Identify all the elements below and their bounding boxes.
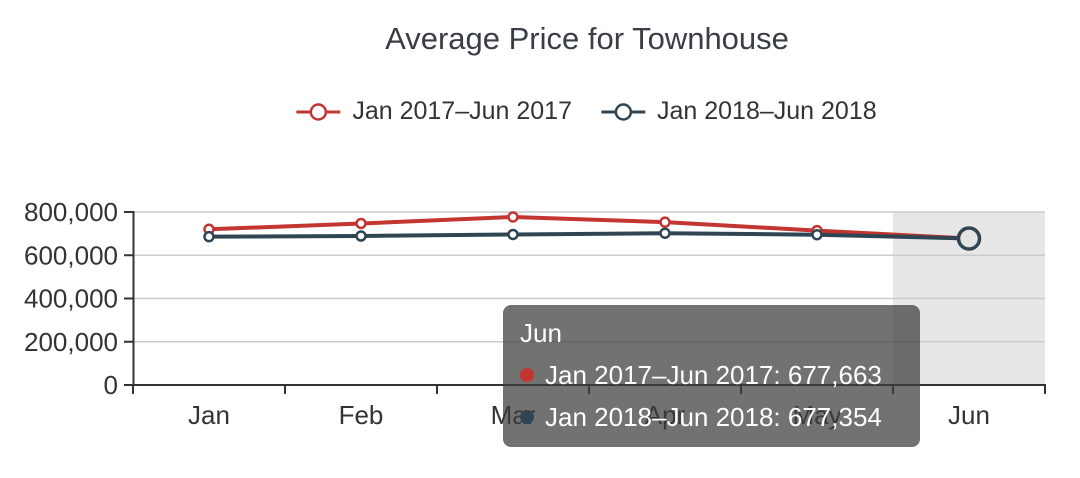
x-axis-label: Apr (645, 400, 686, 430)
y-axis-label: 800,000 (24, 197, 118, 227)
x-axis-label: Mar (491, 400, 536, 430)
legend-label-2017: Jan 2017–Jun 2017 (352, 97, 572, 125)
data-point[interactable] (355, 230, 367, 242)
x-axis-label: Feb (339, 400, 384, 430)
legend-item-2017[interactable]: Jan 2017–Jun 2017 (295, 97, 572, 126)
data-point[interactable] (203, 230, 215, 243)
legend-line-marker-icon (296, 102, 341, 121)
y-axis-label: 200,000 (24, 327, 118, 357)
data-point[interactable] (811, 228, 823, 241)
x-axis-label: Jan (188, 400, 230, 430)
hovered-data-point[interactable] (956, 226, 982, 251)
legend-line-marker-icon (601, 102, 645, 121)
data-point[interactable] (507, 211, 519, 223)
x-axis-label: Jun (948, 400, 990, 430)
x-axis-label: May (792, 400, 841, 430)
data-point[interactable] (355, 217, 367, 230)
y-axis-label: 0 (104, 370, 118, 400)
data-point[interactable] (507, 228, 519, 241)
legend-label-2018: Jan 2018–Jun 2018 (657, 97, 877, 125)
y-axis-label: 400,000 (24, 284, 118, 314)
legend: Jan 2017–Jun 2017 Jan 2018–Jun 2018 (295, 97, 877, 126)
series-line-1 (208, 231, 970, 241)
data-point[interactable] (659, 216, 671, 228)
y-axis-label: 600,000 (24, 240, 118, 270)
chart-title: Average Price for Townhouse (385, 21, 789, 56)
series-line-0 (208, 214, 970, 241)
legend-item-2018[interactable]: Jan 2018–Jun 2018 (600, 97, 877, 126)
data-point[interactable] (659, 227, 671, 239)
